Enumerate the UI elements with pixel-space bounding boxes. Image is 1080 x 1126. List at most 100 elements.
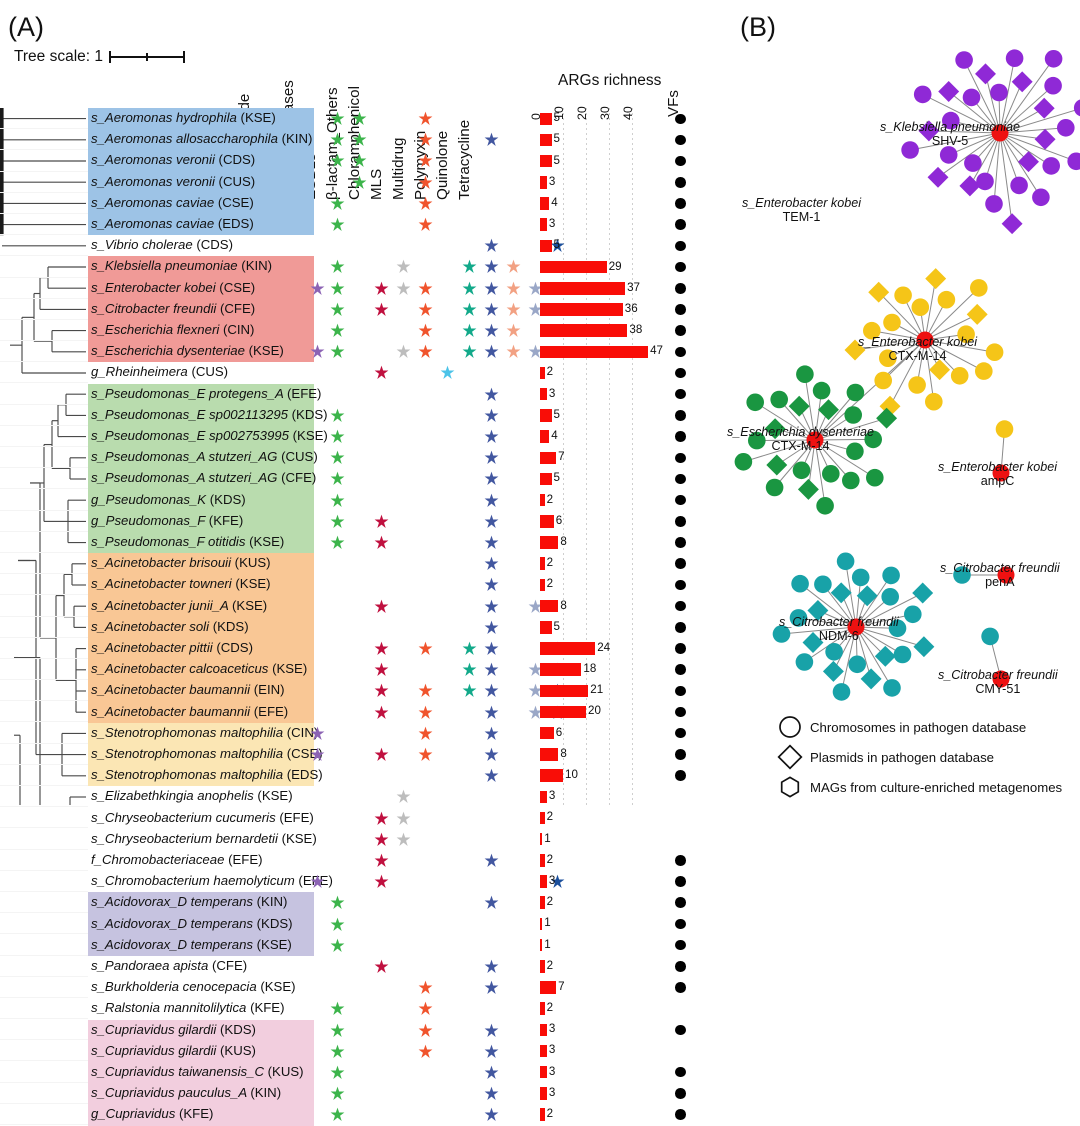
vf-row [670, 998, 698, 1019]
row-guide [0, 659, 88, 681]
row-guide [0, 595, 88, 617]
star-marker-betalactam_others [418, 641, 433, 656]
star-marker-mls [462, 344, 477, 359]
group-band-stenotrophomonas [88, 722, 314, 787]
taxon-label: s_Pseudomonas_F otitidis (KSE) [91, 534, 285, 549]
row-guide [0, 680, 88, 702]
bar-row: 2 [540, 892, 660, 913]
star-marker-betalactam_others [418, 323, 433, 338]
star-marker-betalactam_others [418, 196, 433, 211]
args-bar-value: 3 [548, 386, 556, 400]
star-marker-carbapenemases [374, 641, 389, 656]
row-guide [0, 150, 88, 172]
row-guide [0, 383, 88, 405]
network-gene-name: NDM-6 [818, 629, 859, 643]
taxon-label: s_Cupriavidus gilardii (KUS) [91, 1042, 256, 1058]
vf-row [670, 511, 698, 532]
vf-row [670, 574, 698, 595]
taxon-label: s_Chryseobacterium bernardetii (KSE) [91, 830, 317, 846]
args-bar-value: 1 [544, 916, 551, 930]
star-marker-aminoglycoside [330, 535, 345, 550]
taxon-label: s_Chromobacterium haemolyticum (EFE) [91, 873, 333, 889]
row-guide [0, 1104, 88, 1125]
star-marker-aminoglycoside [330, 1065, 345, 1080]
row-guide [0, 278, 88, 299]
star-marker-betalactam_others [418, 980, 433, 995]
star-marker-esbls [396, 832, 411, 847]
star-marker-betalactam_others [418, 1044, 433, 1059]
star-marker-aminoglycoside [330, 302, 345, 317]
row-guide [0, 786, 88, 808]
args-bar [540, 345, 649, 359]
bar-row: 29 [540, 256, 660, 277]
phylogenetic-tree [0, 0, 88, 805]
bar-row: 1 [540, 913, 660, 934]
vf-dot [675, 1066, 686, 1078]
star-marker-multidrug [484, 344, 499, 359]
args-bar [540, 112, 552, 125]
star-marker-multidrug [484, 577, 499, 592]
star-marker-multidrug [484, 620, 499, 635]
taxon-label: g_Pseudomonas_K (KDS) [91, 491, 246, 507]
star-marker-aminoglycoside [330, 493, 345, 508]
vf-dot [675, 558, 686, 569]
star-marker-quinolone [528, 599, 543, 614]
tree-scale: Tree scale: 1 [14, 48, 186, 66]
bar-row: 5 [540, 235, 660, 256]
args-bar [540, 1108, 545, 1121]
vf-row [670, 489, 698, 510]
star-marker-multidrug [484, 726, 499, 741]
star-marker-aminoglycoside [330, 153, 345, 168]
star-marker-multidrug [484, 1086, 499, 1101]
taxon-label: s_Escherichia flexneri (CIN) [91, 322, 255, 337]
star-marker-carbapenemases [374, 705, 389, 720]
args-bar-value: 3 [548, 1022, 556, 1036]
star-marker-carbapenemases [374, 853, 389, 868]
vf-dot [675, 325, 686, 336]
star-marker-betalactam_others [418, 132, 433, 147]
vf-row [670, 383, 698, 404]
row-guide [0, 701, 88, 723]
taxon-label: s_Pseudomonas_A stutzeri_AG (CUS) [91, 449, 318, 465]
bar-row: 8 [540, 744, 660, 765]
vf-row [670, 256, 698, 277]
bar-row: 7 [540, 977, 660, 998]
network-node-label-ampc: s_Enterobacter kobei ampC [938, 460, 1057, 488]
vf-row [670, 977, 698, 998]
star-marker-esbls [396, 281, 411, 296]
vf-row [670, 1019, 698, 1040]
vf-row [670, 129, 698, 150]
gridline-20 [586, 108, 587, 805]
args-bar-value: 2 [546, 852, 554, 866]
star-marker-aminoglycoside [330, 196, 345, 211]
taxon-label: s_Acinetobacter baumannii (EFE) [91, 703, 289, 719]
args-bar-value: 6 [555, 725, 563, 739]
star-marker-aminoglycoside [330, 1107, 345, 1122]
args-richness-title: ARGs richness [558, 72, 662, 89]
panel-a-label: (A) [8, 12, 44, 42]
star-marker-carbapenemases [374, 535, 389, 550]
row-guide [0, 850, 88, 871]
args-bar-value: 5 [553, 238, 560, 252]
network-node-label-cmy51: s_Citrobacter freundii CMY-51 [938, 668, 1058, 696]
args-bar [540, 875, 547, 888]
star-marker-purple [310, 281, 325, 296]
taxon-label: s_Enterobacter kobei (CSE) [91, 279, 256, 295]
bar-row: 5 [540, 405, 660, 426]
star-marker-betalactam_others [418, 344, 433, 359]
vf-dot [675, 261, 686, 273]
star-marker-polymyxin [506, 259, 521, 274]
star-marker-aminoglycoside [330, 111, 345, 126]
args-bar [540, 726, 554, 740]
vf-row [670, 341, 698, 362]
bar-row: 5 [540, 617, 660, 638]
row-guide [0, 722, 88, 744]
args-bar [540, 1044, 547, 1058]
args-bar [540, 239, 552, 253]
row-guide [0, 638, 88, 659]
group-band-aeromonas [88, 108, 314, 236]
network-node-label-tem1: s_Enterobacter kobei TEM-1 [742, 196, 861, 224]
row-guide [0, 871, 88, 892]
args-bar [540, 1065, 547, 1079]
row-guide [0, 828, 88, 850]
